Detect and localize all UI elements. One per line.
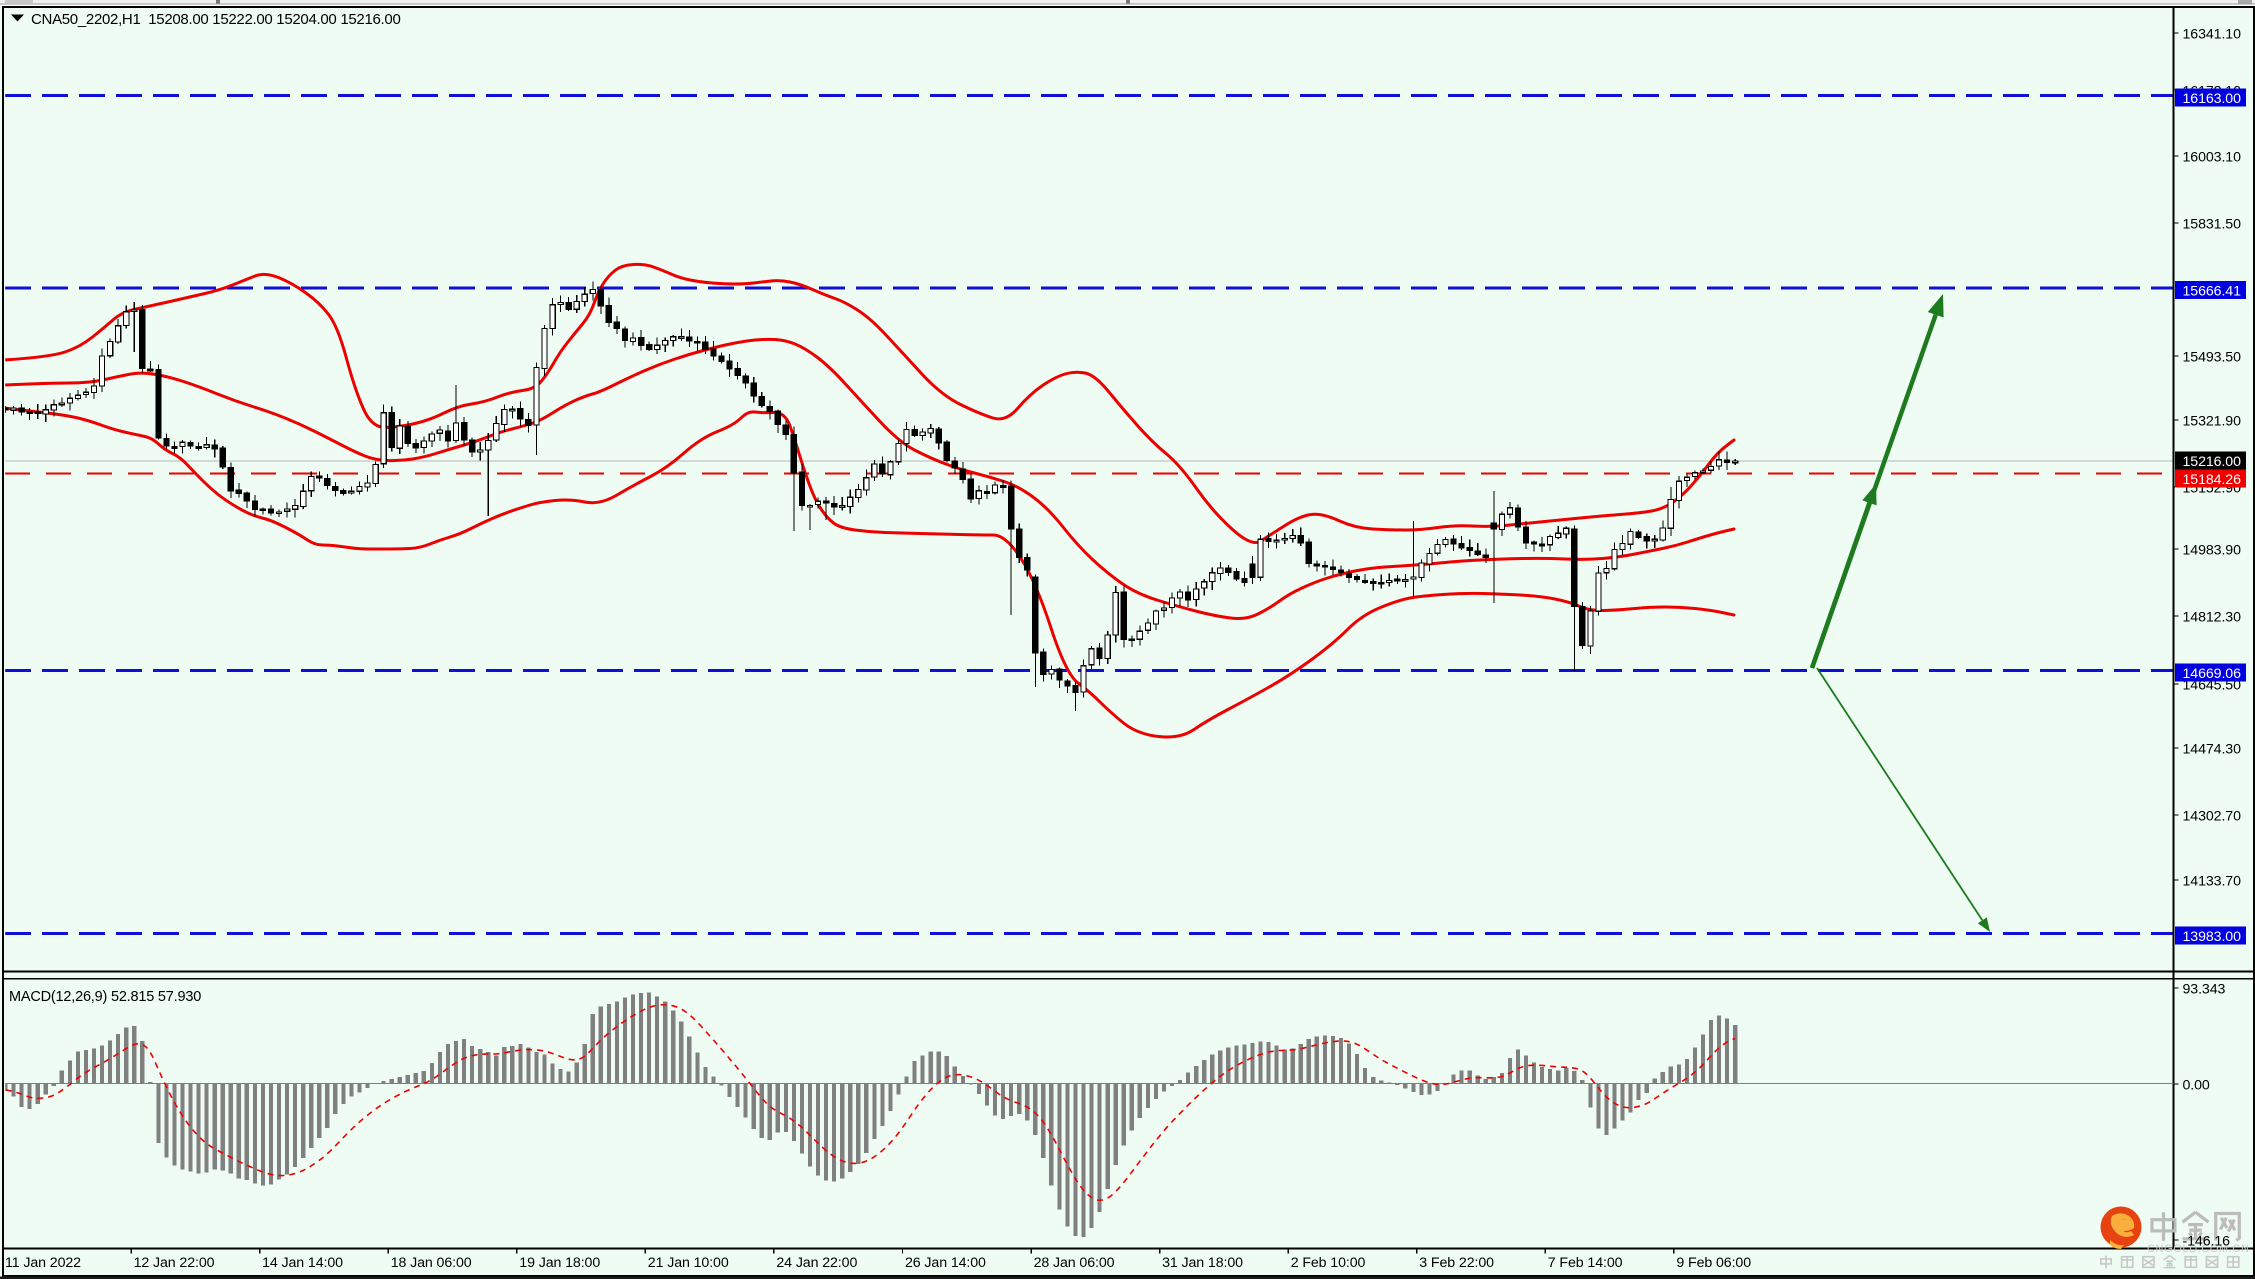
svg-text:14133.70: 14133.70 <box>2183 874 2242 890</box>
svg-text:15831.50: 15831.50 <box>2183 217 2242 233</box>
svg-text:13983.00: 13983.00 <box>2183 929 2242 945</box>
svg-text:24 Jan 22:00: 24 Jan 22:00 <box>776 1255 857 1271</box>
svg-text:-146.16: -146.16 <box>2183 1234 2231 1250</box>
svg-text:3 Feb 22:00: 3 Feb 22:00 <box>1419 1255 1494 1271</box>
svg-text:2 Feb 10:00: 2 Feb 10:00 <box>1291 1255 1366 1271</box>
svg-text:21 Jan 10:00: 21 Jan 10:00 <box>648 1255 729 1271</box>
svg-text:14812.30: 14812.30 <box>2183 610 2242 626</box>
svg-text:93.343: 93.343 <box>2183 982 2226 998</box>
svg-text:15666.41: 15666.41 <box>2183 284 2242 300</box>
svg-text:MACD(12,26,9) 52.815 57.930: MACD(12,26,9) 52.815 57.930 <box>9 989 201 1005</box>
svg-text:CNGOLD.COM.CN: CNGOLD.COM.CN <box>2147 1243 2250 1255</box>
svg-text:16341.10: 16341.10 <box>2183 27 2242 43</box>
svg-text:7 Feb 14:00: 7 Feb 14:00 <box>1548 1255 1623 1271</box>
svg-text:16003.10: 16003.10 <box>2183 150 2242 166</box>
svg-text:31 Jan 18:00: 31 Jan 18:00 <box>1162 1255 1243 1271</box>
svg-text:CNA50_2202,H1 15208.00 15222.: CNA50_2202,H1 15208.00 15222.00 15204.00… <box>31 11 401 28</box>
svg-text:12 Jan 22:00: 12 Jan 22:00 <box>134 1255 215 1271</box>
svg-text:14302.70: 14302.70 <box>2183 809 2242 825</box>
svg-text:0.00: 0.00 <box>2183 1078 2210 1094</box>
svg-text:16163.00: 16163.00 <box>2183 91 2242 107</box>
svg-text:11 Jan 2022: 11 Jan 2022 <box>5 1255 81 1271</box>
svg-text:26 Jan 14:00: 26 Jan 14:00 <box>905 1255 986 1271</box>
svg-text:15184.26: 15184.26 <box>2183 472 2242 488</box>
svg-text:14 Jan 14:00: 14 Jan 14:00 <box>262 1255 343 1271</box>
svg-text:15321.90: 15321.90 <box>2183 414 2242 430</box>
svg-text:9 Feb 06:00: 9 Feb 06:00 <box>1676 1255 1751 1271</box>
svg-text:19 Jan 18:00: 19 Jan 18:00 <box>519 1255 600 1271</box>
svg-text:14669.06: 14669.06 <box>2183 666 2242 682</box>
svg-text:15493.50: 15493.50 <box>2183 350 2242 366</box>
svg-text:28 Jan 06:00: 28 Jan 06:00 <box>1034 1255 1115 1271</box>
svg-text:15216.00: 15216.00 <box>2183 454 2242 470</box>
svg-text:18 Jan 06:00: 18 Jan 06:00 <box>391 1255 472 1271</box>
svg-text:14983.90: 14983.90 <box>2183 543 2242 559</box>
svg-text:14474.30: 14474.30 <box>2183 742 2242 758</box>
